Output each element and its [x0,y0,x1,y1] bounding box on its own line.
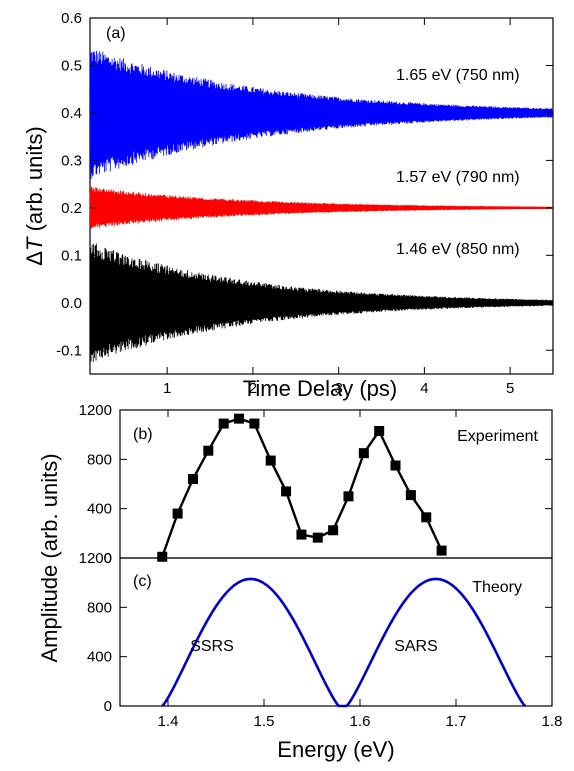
c-ytick-label: 400 [87,649,112,666]
b-point [203,445,214,456]
shared-amplitude-ylabel: Amplitude (arb. units) [37,453,62,662]
c-xtick-label: 1.8 [542,713,563,730]
a-ytick-label: 0.0 [61,295,82,312]
panel-c-annotation: Theory [472,579,522,596]
panel-c-xlabel: Energy (eV) [277,737,394,762]
ylabel-units: (arb. units) [22,126,47,237]
a-series-line-1 [89,50,554,179]
panel-c-label: (c) [133,573,152,590]
b-ytick-label: 0 [104,550,112,567]
panel-a-yaxis: -0.1 0.0 0.1 0.2 0.3 0.4 0.5 0.6 [56,10,553,359]
b-point [234,413,245,424]
a-xtick-label: 3 [334,380,342,397]
series-label-3: 1.46 eV (850 nm) [396,241,520,258]
panel-a-ylabel: ΔT (arb. units) [22,126,47,265]
panel-b-yaxis: 0 400 800 1200 [79,402,552,567]
a-ytick-label: 0.4 [61,105,82,122]
b-point [328,525,339,536]
b-point [218,418,229,429]
panel-c-xaxis: 1.4 1.5 1.6 1.7 1.8 [158,699,563,730]
b-point [172,508,183,519]
c-ytick-label: 800 [87,599,112,616]
panel-b-xaxis [167,410,553,417]
panel-b-label: (b) [133,426,153,443]
b-point [187,474,198,485]
a-ytick-label: 0.3 [61,152,82,169]
a-xtick-label: 1 [163,380,171,397]
c-xtick-label: 1.7 [446,713,467,730]
b-ytick-label: 1200 [79,402,112,419]
panel-a-series-group [89,50,554,362]
panel-c-frame [119,557,553,707]
a-xtick-label: 4 [420,380,428,397]
c-ytick-label: 0 [104,698,112,715]
a-series-line-3 [89,243,554,362]
panel-a: -0.1 0.0 0.1 0.2 0.3 0.4 0.5 0.6 1 2 3 4 5 (a) 1.65… [22,10,554,401]
series-label-2: 1.57 eV (790 nm) [396,169,520,186]
b-point [281,486,292,497]
a-ytick-label: 0.2 [61,200,82,217]
panel-a-label: (a) [106,25,126,42]
c-ytick-label: 1200 [79,550,112,567]
panel-c: 0 400 800 1200 1.4 1.5 1.6 1.7 1.8 (c) Theory S… [79,550,563,762]
b-point [265,455,276,466]
a-series-line-2 [89,186,554,229]
ylabel-delta: Δ [22,251,47,266]
c-xtick-label: 1.6 [350,713,371,730]
b-point [390,460,401,471]
a-ytick-label: 0.5 [61,57,82,74]
b-point [249,418,260,429]
a-ytick-label: -0.1 [56,342,82,359]
panel-a-xlabel: Time Delay (ps) [243,376,397,401]
panel-b-annotation: Experiment [457,428,538,445]
b-point [358,448,369,459]
b-ytick-label: 800 [87,451,112,468]
a-xtick-label: 5 [506,380,514,397]
panel-b: 0 400 800 1200 (b) Experiment [79,402,553,567]
b-point [157,551,168,562]
b-point [374,425,385,436]
b-point [343,491,354,502]
series-label-1: 1.65 eV (750 nm) [396,67,520,84]
peak-label-sars: SARS [394,638,438,655]
b-point [421,512,432,523]
a-ytick-label: 0.1 [61,247,82,264]
peak-label-ssrs: SSRS [190,638,234,655]
b-point [436,545,447,556]
b-ytick-label: 400 [87,501,112,518]
a-ytick-label: 0.6 [61,10,82,27]
panel-c-yaxis: 0 400 800 1200 [79,550,552,715]
b-point [312,532,323,543]
ylabel-var: T [22,236,47,251]
b-point [296,529,307,540]
c-xtick-label: 1.4 [158,713,179,730]
panel-a-xaxis: 1 2 3 4 5 [163,18,514,397]
c-xtick-label: 1.5 [254,713,275,730]
panel-c-series-group [161,577,527,708]
c-series-line [161,577,527,708]
a-xtick-label: 2 [249,380,257,397]
b-point [405,490,416,501]
panel-b-series-group [157,413,447,562]
